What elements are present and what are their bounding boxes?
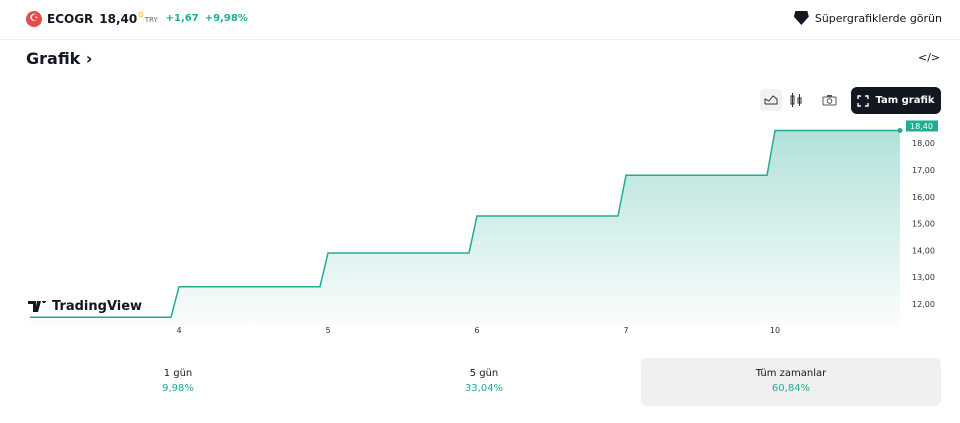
y-tick-label: 15,00: [912, 220, 935, 229]
screenshot-button[interactable]: [818, 89, 840, 111]
fullscreen-label: Tam grafik: [875, 95, 935, 106]
symbol[interactable]: ECOGR: [47, 12, 94, 26]
chart-line: [30, 129, 900, 319]
price: 18,40: [99, 12, 138, 26]
y-tick-label: 13,00: [912, 273, 935, 282]
currency: TRY: [144, 16, 158, 24]
tradingview-logo-icon: [28, 301, 46, 312]
area-chart-icon: [764, 95, 778, 105]
stat-label: Tüm zamanlar: [755, 368, 827, 379]
y-tick-label: 18,00: [912, 139, 935, 148]
section-title[interactable]: Grafik ›: [26, 49, 93, 68]
chevron-right-icon: ›: [85, 49, 93, 68]
embed-code-icon[interactable]: </>: [918, 51, 941, 64]
stat-1-day[interactable]: 1 gün 9,98%: [28, 358, 328, 406]
last-value-label: 18,40: [910, 122, 933, 131]
x-tick-label: 4: [176, 326, 181, 335]
y-tick-label: 12,00: [912, 300, 935, 309]
area-chart-button[interactable]: [760, 89, 782, 111]
stat-value: 60,84%: [771, 383, 811, 394]
supercharts-label: Süpergrafiklerde görün: [814, 11, 942, 25]
price-sup: G: [138, 11, 144, 19]
candles-button[interactable]: [785, 89, 807, 111]
candles-icon: [790, 93, 802, 107]
fullscreen-icon: [857, 94, 870, 107]
fullscreen-button[interactable]: Tam grafik: [851, 87, 941, 114]
y-tick-label: 16,00: [912, 193, 935, 202]
stat-all-time[interactable]: Tüm zamanlar 60,84%: [641, 358, 941, 406]
supercharts-icon: [793, 11, 809, 25]
stat-value: 9,98%: [162, 383, 194, 394]
change: +1,67: [165, 13, 199, 24]
x-tick-label: 5: [325, 326, 330, 335]
title-text: Grafik: [26, 49, 81, 68]
last-point: [897, 127, 903, 133]
last-value-badge: [906, 120, 938, 132]
change-percent: +9,98%: [204, 13, 248, 24]
y-tick-label: 14,00: [912, 246, 935, 255]
stat-label: 1 gün: [163, 368, 193, 379]
chart-area-fill: [30, 130, 900, 325]
x-tick-label: 7: [623, 326, 628, 335]
x-tick-label: 10: [770, 326, 780, 335]
tradingview-logo[interactable]: TradingView: [28, 299, 142, 314]
stat-label: 5 gün: [469, 368, 499, 379]
quote-header: ☪ ECOGR 18,40 G TRY +1,67 +9,98% Süpergr…: [0, 0, 960, 40]
x-tick-label: 6: [474, 326, 479, 335]
stat-5-days[interactable]: 5 gün 33,04%: [334, 358, 634, 406]
turkey-flag-icon: ☪: [26, 11, 42, 27]
y-tick-label: 17,00: [912, 166, 935, 175]
stat-value: 33,04%: [464, 383, 504, 394]
camera-icon: [822, 95, 836, 106]
quote-row: ☪ ECOGR 18,40 G TRY +1,67 +9,98%: [26, 11, 248, 27]
supercharts-link[interactable]: Süpergrafiklerde görün: [793, 11, 942, 25]
price-chart[interactable]: 12,00 13,00 14,00 15,00 16,00 17,00 18,00 18,40…: [0, 115, 960, 345]
logo-text: TradingView: [52, 299, 143, 314]
